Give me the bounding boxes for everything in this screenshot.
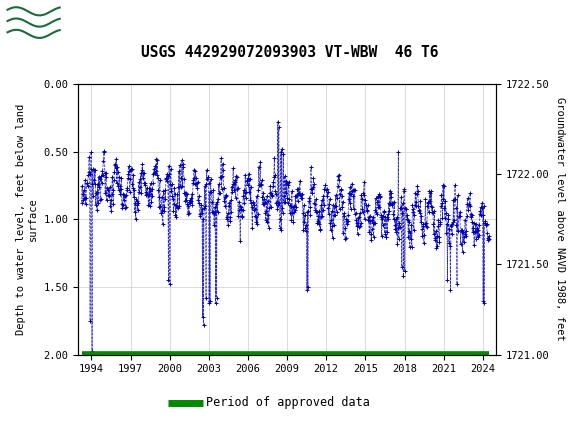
Text: USGS 442929072093903 VT-WBW  46 T6: USGS 442929072093903 VT-WBW 46 T6 [142,45,438,60]
Y-axis label: Groundwater level above NAVD 1988, feet: Groundwater level above NAVD 1988, feet [555,98,565,341]
Y-axis label: Depth to water level, feet below land
surface: Depth to water level, feet below land su… [16,104,38,335]
Text: USGS: USGS [71,14,126,31]
Text: Period of approved data: Period of approved data [206,396,371,409]
FancyBboxPatch shape [5,3,63,42]
